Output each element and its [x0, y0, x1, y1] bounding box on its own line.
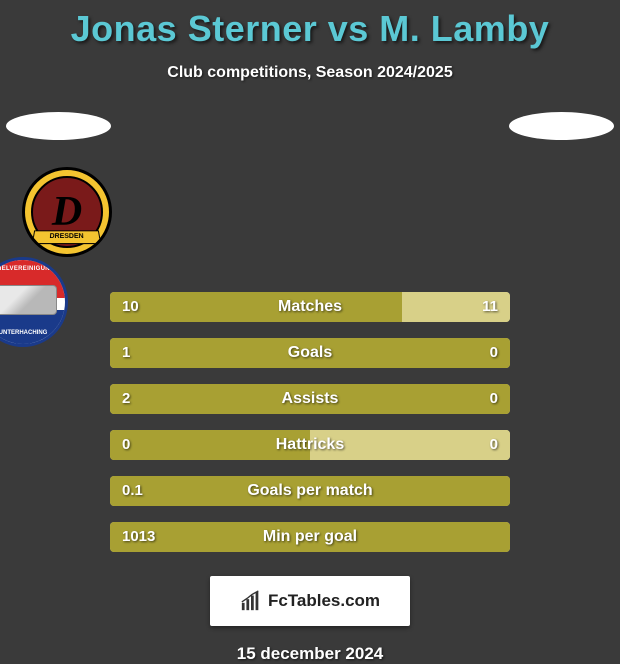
- page-title: Jonas Sterner vs M. Lamby: [0, 0, 620, 50]
- club-badge-right: SPIELVEREINIGUNG UNTERHACHING: [0, 257, 68, 347]
- stat-row: 1011Matches: [110, 292, 510, 322]
- club-badge-left: D DRESDEN: [22, 167, 112, 257]
- dresden-letter: D: [52, 188, 82, 236]
- date-text: 15 december 2024: [0, 644, 620, 664]
- stat-label: Hattricks: [110, 430, 510, 460]
- dresden-banner: DRESDEN: [32, 230, 102, 244]
- stat-row: 10Goals: [110, 338, 510, 368]
- stat-label: Min per goal: [110, 522, 510, 552]
- unterhaching-bottom: [0, 310, 65, 344]
- stat-bars: 1011Matches 10Goals 20Assists 00Hattricks 0.…: [110, 292, 510, 552]
- subtitle: Club competitions, Season 2024/2025: [0, 64, 620, 82]
- stat-row: 20Assists: [110, 384, 510, 414]
- player-ellipse-right: [509, 112, 614, 140]
- stat-label: Assists: [110, 384, 510, 414]
- stat-label: Goals per match: [110, 476, 510, 506]
- player-ellipse-left: [6, 112, 111, 140]
- stat-row: 1013Min per goal: [110, 522, 510, 552]
- unterhaching-bottom-text: UNTERHACHING: [0, 330, 65, 336]
- unterhaching-stadium-icon: [0, 285, 57, 315]
- stat-label: Goals: [110, 338, 510, 368]
- stat-label: Matches: [110, 292, 510, 322]
- branding-text: FcTables.com: [268, 591, 380, 611]
- stat-row: 00Hattricks: [110, 430, 510, 460]
- stat-row: 0.1Goals per match: [110, 476, 510, 506]
- comparison-panel: D DRESDEN SPIELVEREINIGUNG UNTERHACHING …: [0, 112, 620, 552]
- unterhaching-top-text: SPIELVEREINIGUNG: [0, 266, 65, 272]
- branding-box: FcTables.com: [210, 576, 410, 626]
- fctables-logo-icon: [240, 590, 262, 612]
